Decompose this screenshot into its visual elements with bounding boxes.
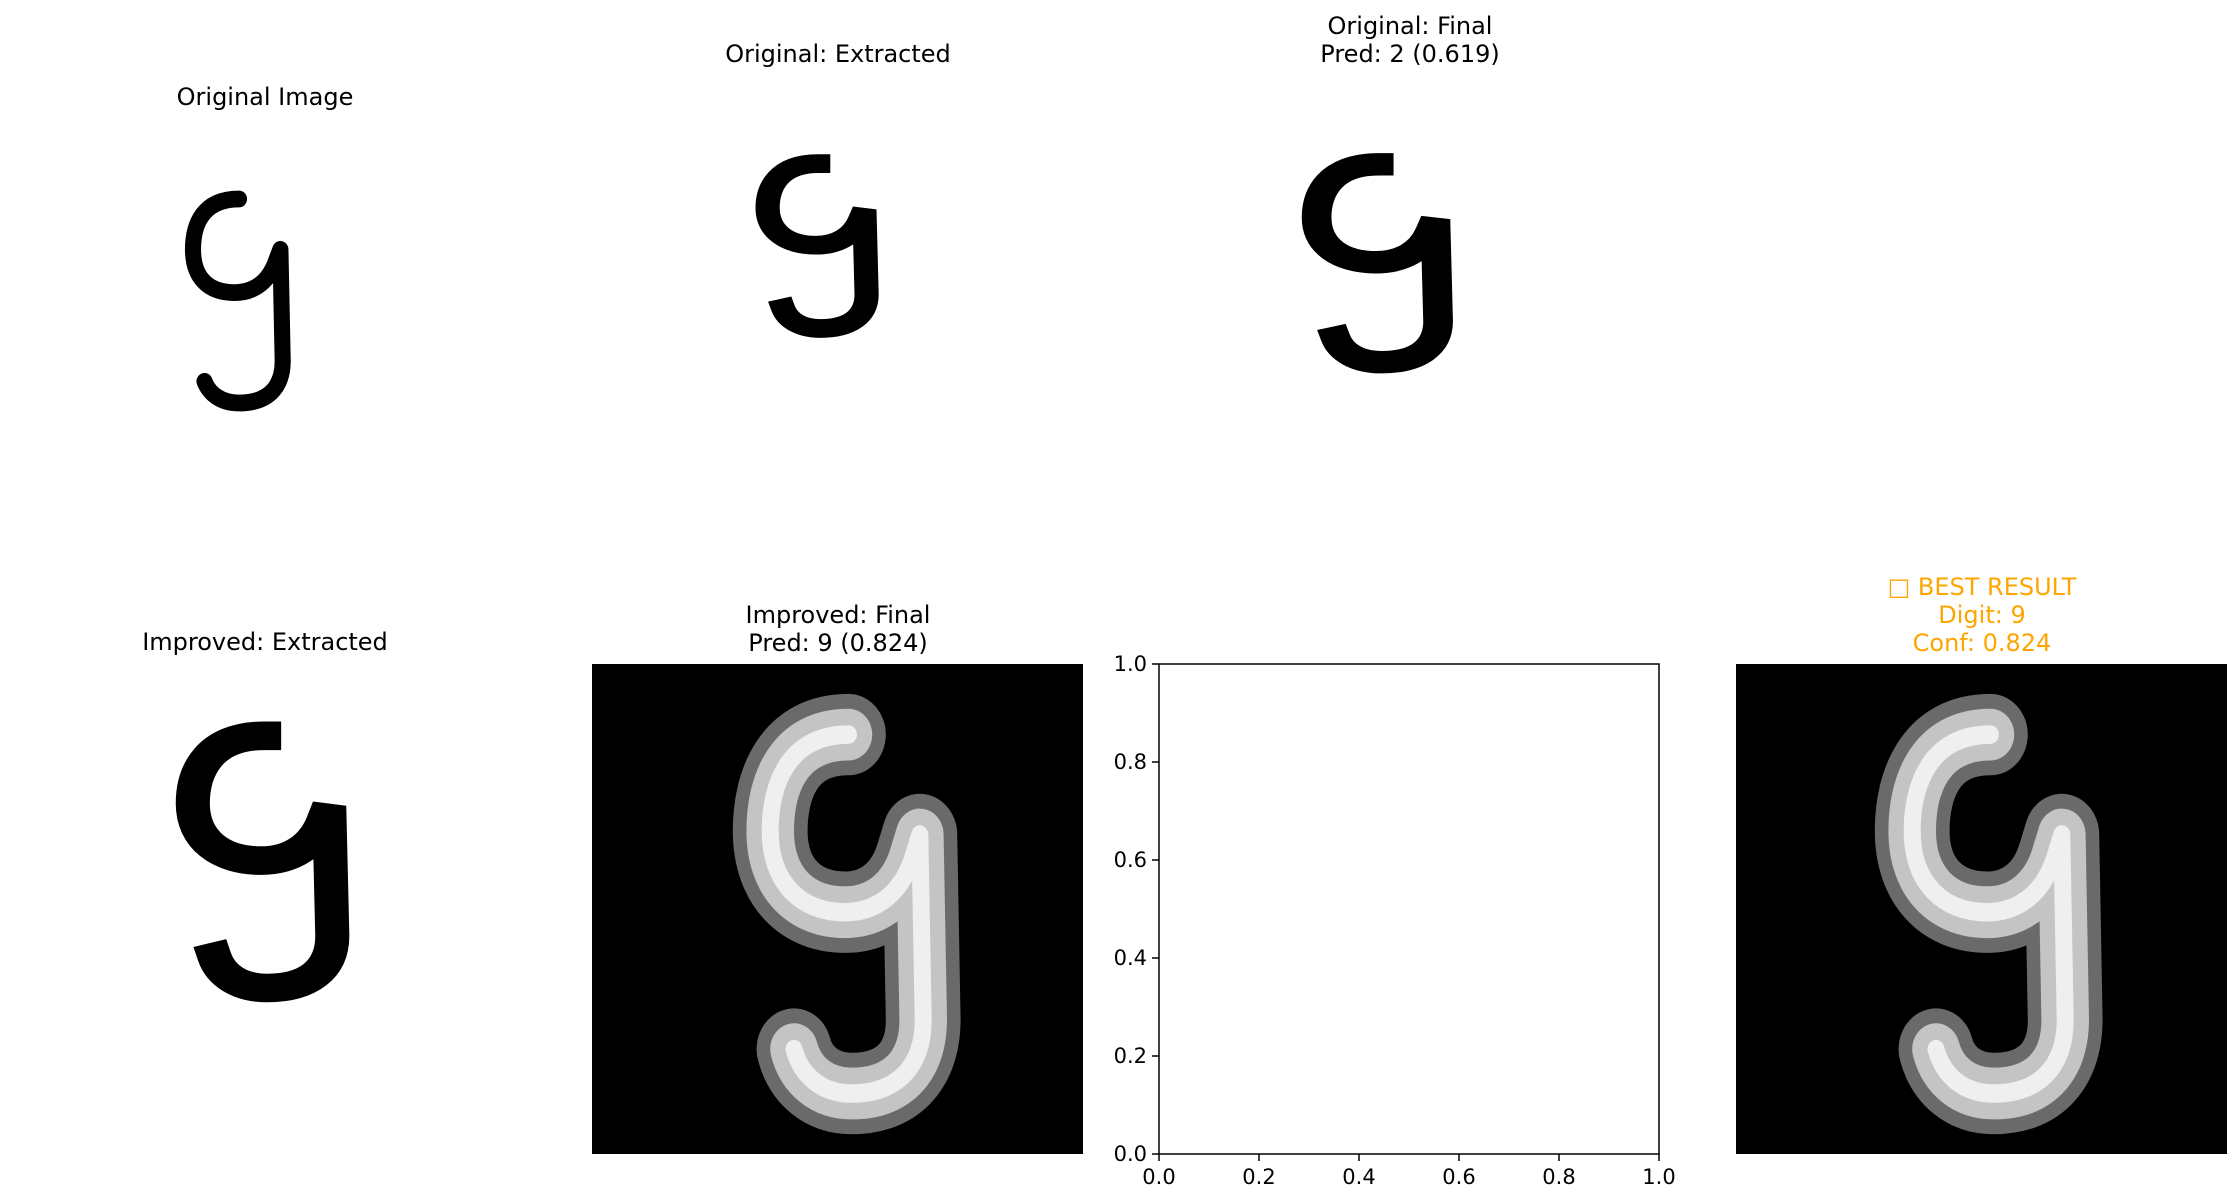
panel-improved-extracted: Improved: Extracted <box>142 628 388 988</box>
x-tick-label: 0.8 <box>1542 1165 1575 1189</box>
y-tick-label: 1.0 <box>1114 652 1147 676</box>
panel-title-line-2: Pred: 9 (0.824) <box>748 629 927 657</box>
panel-title-line-2: Pred: 2 (0.619) <box>1320 40 1499 68</box>
panel-empty-axes: 0.0 0.2 0.4 0.6 0.8 1.0 0.0 0.2 0.4 0.6 0.8 1.0 <box>1114 652 1676 1189</box>
panel-best-result: □ BEST RESULT Digit: 9 Conf: 0.824 <box>1736 573 2227 1154</box>
best-result-digit: Digit: 9 <box>1938 601 2025 629</box>
panel-original-extracted: Original: Extracted <box>725 40 951 329</box>
panel-original-image: Original Image <box>177 83 354 403</box>
plot-area <box>1158 663 1660 1155</box>
panel-title: Improved: Extracted <box>142 628 388 656</box>
y-tick-label: 0.8 <box>1114 750 1147 774</box>
best-result-title: □ BEST RESULT <box>1888 573 2077 601</box>
y-tick-label: 0.0 <box>1114 1142 1147 1166</box>
x-tick-label: 0.2 <box>1242 1165 1275 1189</box>
panel-title: Original Image <box>177 83 354 111</box>
y-tick-label: 0.6 <box>1114 848 1147 872</box>
panel-original-final: Original: Final Pred: 2 (0.619) <box>1317 12 1500 362</box>
digit-image-original-final <box>1317 164 1439 362</box>
digit-image-original <box>193 199 283 403</box>
digit-image-improved-extracted <box>193 736 332 988</box>
panel-title-line-1: Improved: Final <box>746 601 931 629</box>
digit-image-original-extracted <box>768 164 867 329</box>
x-tick-label: 0.4 <box>1342 1165 1375 1189</box>
x-tick-label: 0.6 <box>1442 1165 1475 1189</box>
panel-improved-final: Improved: Final Pred: 9 (0.824) <box>592 601 1083 1154</box>
x-tick-label: 1.0 <box>1642 1165 1675 1189</box>
best-result-confidence: Conf: 0.824 <box>1913 629 2052 657</box>
x-tick-label: 0.0 <box>1142 1165 1175 1189</box>
y-tick-label: 0.4 <box>1114 946 1147 970</box>
panel-title-line-1: Original: Final <box>1328 12 1493 40</box>
x-axis-ticks: 0.0 0.2 0.4 0.6 0.8 1.0 <box>1142 1154 1676 1189</box>
y-tick-label: 0.2 <box>1114 1044 1147 1068</box>
y-axis-ticks: 0.0 0.2 0.4 0.6 0.8 1.0 <box>1114 652 1159 1166</box>
panel-title: Original: Extracted <box>725 40 951 68</box>
